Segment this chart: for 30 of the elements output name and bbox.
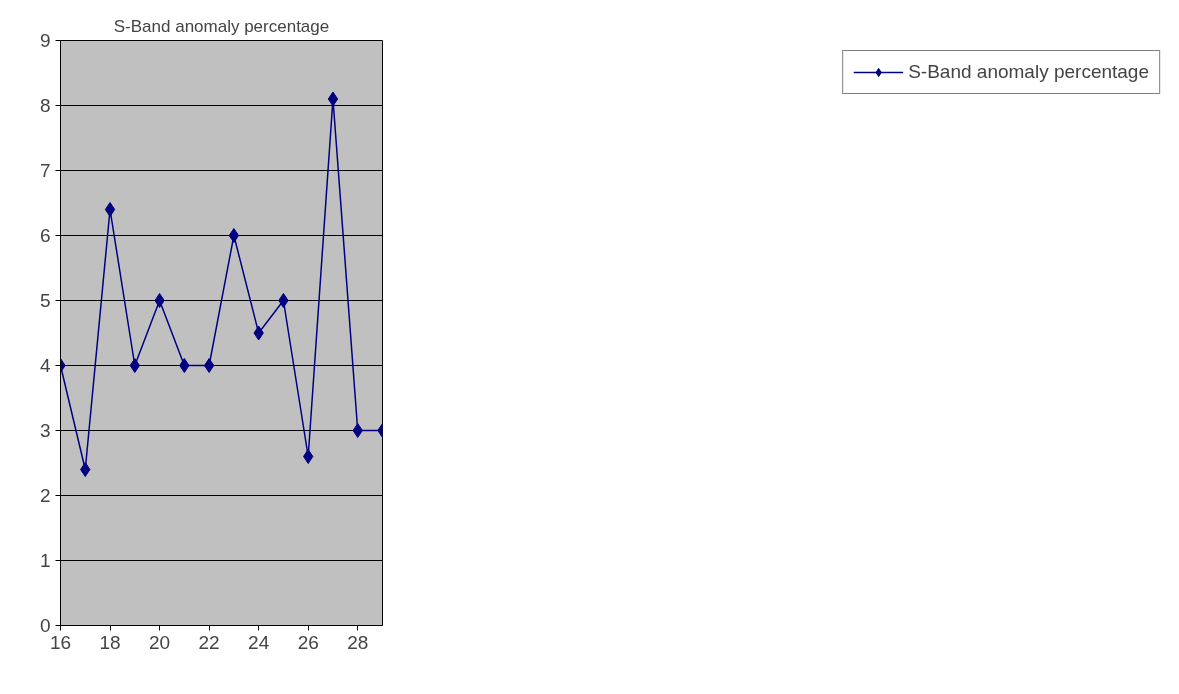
chart-title: S-Band anomaly percentage [113, 16, 330, 36]
point [154, 293, 165, 308]
point [80, 462, 91, 477]
y-tick-label: 6 [39, 225, 51, 246]
point [203, 358, 215, 373]
point [327, 91, 339, 107]
point [228, 228, 240, 243]
point [129, 358, 140, 373]
point [352, 423, 363, 438]
x-tick-label: 16 [49, 631, 72, 653]
x-tick-label: 20 [149, 631, 171, 653]
x-tick-label: 26 [297, 631, 319, 653]
point [179, 358, 190, 373]
legend-label: S-Band anomaly percentage [908, 61, 1149, 83]
x-tick-label: 22 [198, 631, 220, 653]
y-tick-label: 7 [39, 160, 51, 181]
y-tick-label: 0 [39, 615, 51, 636]
x-tick-label: 24 [248, 631, 270, 653]
x-tick-label: 18 [99, 631, 121, 653]
point [303, 449, 314, 464]
point [278, 293, 289, 308]
y-tick-label: 8 [39, 95, 51, 116]
x-tick-label: 28 [347, 631, 369, 653]
point [104, 202, 116, 217]
y-tick-label: 2 [39, 485, 51, 506]
y-tick-label: 9 [39, 30, 51, 51]
y-tick-label: 1 [39, 550, 51, 571]
y-tick-label: 4 [39, 355, 51, 376]
y-tick-label: 3 [39, 420, 51, 441]
y-tick-label: 5 [39, 290, 51, 311]
